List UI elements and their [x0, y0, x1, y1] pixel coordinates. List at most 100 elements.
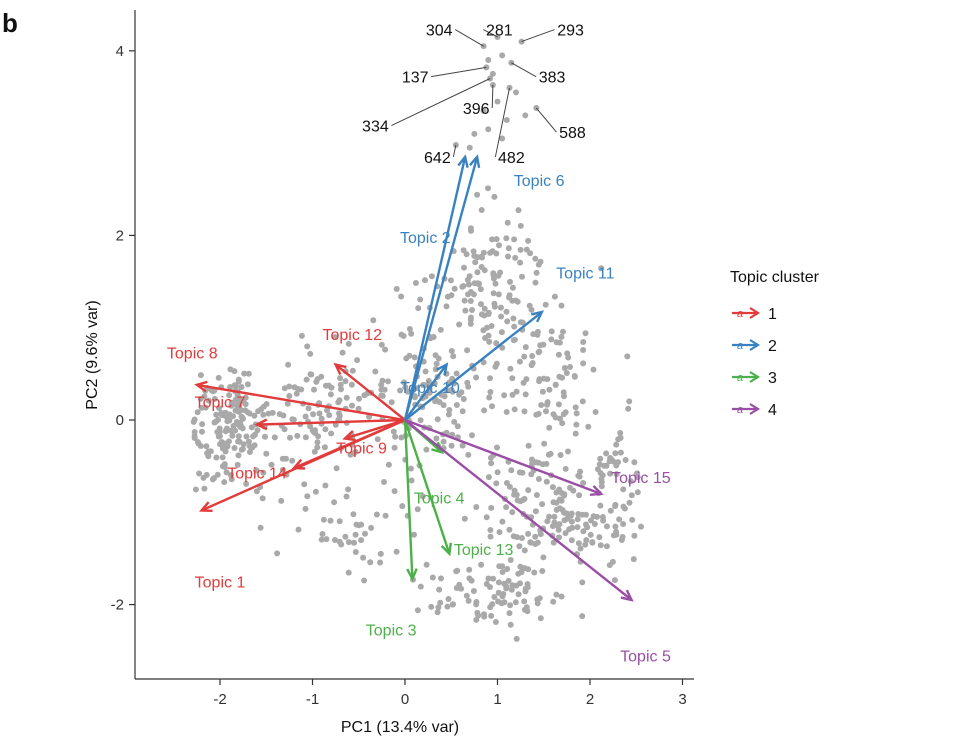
- loading-arrows: [194, 154, 634, 602]
- data-point: [459, 408, 466, 415]
- legend-key-glyph: a: [737, 372, 743, 384]
- data-point: [336, 397, 343, 404]
- data-point: [509, 284, 516, 291]
- data-point: [332, 537, 338, 543]
- data-point: [491, 594, 498, 600]
- arrow-head-topic-14: [291, 458, 306, 470]
- data-point: [618, 537, 625, 543]
- data-point: [600, 517, 607, 524]
- x-axis-title: PC1 (13.4% var): [341, 719, 459, 736]
- data-point: [522, 344, 529, 351]
- data-point: [555, 401, 562, 408]
- data-point: [607, 470, 614, 477]
- data-point: [503, 504, 510, 511]
- data-point: [201, 393, 208, 400]
- point-label-482: 482: [498, 150, 525, 167]
- data-point: [534, 331, 541, 338]
- data-point: [509, 509, 516, 516]
- data-point: [345, 569, 352, 576]
- data-point: [518, 535, 525, 541]
- data-point: [428, 603, 435, 610]
- data-point: [587, 531, 594, 538]
- data-point: [629, 516, 636, 523]
- data-point: [339, 349, 346, 356]
- data-point: [503, 117, 510, 124]
- x-tick-label: 1: [493, 691, 501, 708]
- data-point: [228, 402, 235, 409]
- data-point: [563, 370, 570, 376]
- point-label-334: 334: [362, 119, 389, 136]
- data-point: [232, 396, 239, 403]
- data-point: [429, 574, 436, 581]
- data-point: [521, 547, 528, 554]
- data-point: [450, 353, 457, 360]
- data-point: [202, 404, 209, 411]
- data-point: [555, 351, 562, 358]
- topic-label-topic-13: Topic 13: [454, 542, 514, 559]
- data-point: [517, 222, 524, 229]
- data-point: [556, 534, 562, 541]
- data-point: [491, 193, 498, 200]
- data-point: [580, 339, 587, 345]
- data-point: [550, 539, 557, 546]
- data-point: [535, 476, 542, 482]
- data-point: [509, 391, 516, 398]
- data-point: [488, 612, 495, 619]
- data-point: [503, 409, 510, 415]
- data-point: [496, 529, 503, 536]
- x-tick-label: 2: [586, 691, 594, 708]
- data-point: [338, 386, 344, 393]
- data-point: [250, 433, 257, 440]
- data-point: [580, 528, 587, 535]
- topic-label-topic-12: Topic 12: [322, 327, 382, 344]
- data-point: [499, 135, 506, 142]
- data-point: [345, 539, 352, 546]
- data-point: [211, 395, 218, 402]
- data-point: [540, 341, 547, 348]
- data-point: [575, 540, 582, 547]
- data-point: [302, 505, 309, 512]
- data-point: [489, 601, 496, 608]
- data-point: [370, 317, 377, 324]
- data-point: [513, 635, 520, 642]
- data-point: [543, 478, 550, 485]
- data-point: [316, 410, 323, 417]
- data-point: [517, 319, 524, 326]
- data-point: [378, 341, 385, 348]
- data-point: [478, 311, 485, 318]
- arrow-head-topic-5: [620, 589, 634, 602]
- data-point: [544, 518, 551, 525]
- data-point: [240, 441, 247, 448]
- data-point: [582, 330, 589, 337]
- data-point: [219, 463, 226, 470]
- data-point: [473, 504, 480, 510]
- data-point: [551, 293, 558, 300]
- data-point: [461, 297, 468, 304]
- data-point: [486, 394, 493, 401]
- point-label-137: 137: [402, 70, 429, 87]
- data-point: [487, 533, 494, 540]
- data-point: [559, 420, 566, 427]
- data-point: [552, 414, 559, 421]
- legend-key-arrow-4: [749, 403, 761, 415]
- data-point: [433, 360, 440, 367]
- data-point: [620, 486, 627, 493]
- data-point: [342, 533, 349, 540]
- data-point: [280, 412, 287, 419]
- data-point: [415, 305, 422, 312]
- data-point: [613, 471, 620, 478]
- data-point: [493, 236, 500, 243]
- data-point: [616, 516, 623, 523]
- leader-line-396: [491, 84, 494, 109]
- data-point: [451, 418, 458, 425]
- data-point: [290, 416, 297, 423]
- data-point: [332, 334, 339, 340]
- data-point: [526, 302, 533, 309]
- data-point: [360, 554, 367, 561]
- data-point: [532, 279, 539, 286]
- data-point: [466, 566, 473, 573]
- data-point: [404, 388, 411, 395]
- data-point: [314, 376, 321, 383]
- data-point: [481, 407, 488, 414]
- data-point: [191, 416, 198, 423]
